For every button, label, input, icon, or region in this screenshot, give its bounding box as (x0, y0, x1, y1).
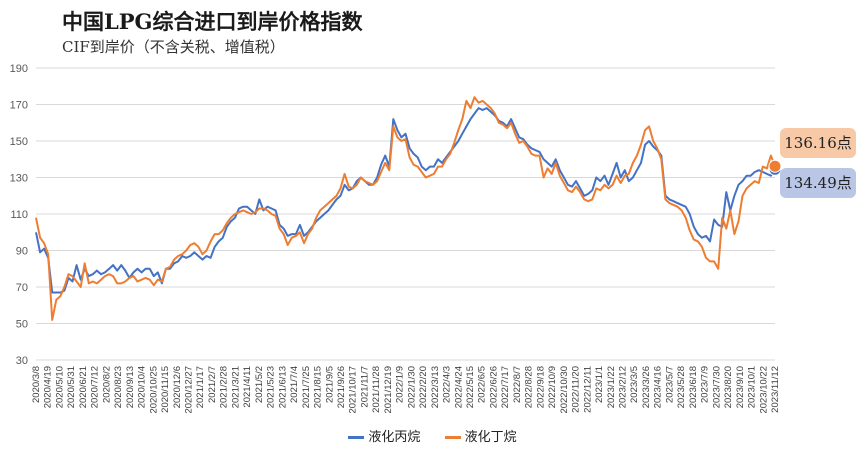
x-tick-label: 2022/11/20 (571, 366, 582, 413)
x-tick-label: 2023/1/1 (594, 366, 605, 403)
x-tick-label: 2022/2/20 (418, 366, 429, 408)
y-tick-label: 50 (16, 319, 28, 331)
y-axis: 30 50 70 90 110 130 150 170 190 (10, 63, 28, 367)
x-tick-label: 2021/3/21 (230, 366, 241, 408)
x-tick-label: 2021/5/23 (266, 366, 277, 408)
x-tick-label: 2020/9/13 (125, 366, 136, 408)
x-tick-label: 2022/7/17 (500, 366, 511, 408)
x-tick-label: 2020/10/4 (137, 366, 148, 408)
x-tick-label: 2022/6/26 (488, 366, 499, 408)
x-tick-label: 2023/7/9 (700, 366, 711, 403)
x-tick-label: 2023/10/1 (747, 366, 758, 408)
x-axis: 2020/3/8 2020/4/19 2020/5/10 2020/5/31 2020/… (31, 366, 781, 414)
x-tick-label: 2021/12/19 (383, 366, 394, 414)
x-tick-label: 2023/10/22 (758, 366, 769, 414)
series-endpoints (768, 159, 782, 176)
x-tick-label: 2022/1/9 (395, 366, 406, 403)
x-tick-label: 2022/8/28 (524, 366, 535, 408)
x-tick-label: 2021/8/15 (313, 366, 324, 408)
x-tick-label: 2020/7/12 (90, 366, 101, 408)
x-tick-label: 2023/4/16 (653, 366, 664, 408)
x-tick-label: 2022/3/13 (430, 366, 441, 408)
x-tick-label: 2023/8/20 (723, 366, 734, 408)
x-tick-label: 2023/7/30 (711, 366, 722, 408)
x-tick-label: 2020/8/2 (101, 366, 112, 403)
y-tick-label: 170 (10, 100, 28, 112)
x-tick-label: 2023/11/12 (770, 366, 781, 413)
legend: 液化丙烷 液化丁烷 (0, 426, 865, 445)
x-tick-label: 2022/1/30 (406, 366, 417, 408)
x-tick-label: 2022/12/11 (582, 366, 593, 413)
x-tick-label: 2021/11/7 (359, 366, 370, 408)
propane-swatch-icon (348, 436, 365, 439)
x-tick-label: 2020/6/21 (78, 366, 89, 408)
y-tick-label: 110 (10, 209, 28, 221)
y-tick-label: 90 (16, 246, 28, 258)
x-tick-label: 2023/5/28 (676, 366, 687, 408)
legend-label-butane: 液化丁烷 (464, 430, 517, 445)
legend-item-butane[interactable]: 液化丁烷 (444, 426, 517, 445)
x-tick-label: 2023/3/26 (641, 366, 652, 408)
x-tick-label: 2021/5/2 (254, 366, 265, 403)
x-tick-label: 2020/12/6 (172, 366, 183, 408)
x-tick-label: 2021/9/26 (336, 366, 347, 408)
y-tick-label: 130 (10, 173, 28, 185)
x-tick-label: 2023/9/10 (735, 366, 746, 408)
x-tick-label: 2020/10/25 (148, 366, 159, 414)
x-tick-label: 2021/4/11 (242, 366, 253, 408)
x-tick-label: 2020/3/8 (31, 366, 42, 403)
legend-label-propane: 液化丙烷 (368, 430, 421, 445)
x-tick-label: 2021/11/28 (371, 366, 382, 413)
x-tick-label: 2021/9/5 (324, 366, 335, 403)
series-lines (35, 96, 776, 321)
x-tick-label: 2020/5/31 (66, 366, 77, 408)
x-tick-label: 2022/10/9 (547, 366, 558, 408)
chart-title: 中国LPG综合进口到岸价格指数 (62, 9, 363, 34)
y-tick-label: 70 (16, 282, 28, 294)
legend-item-propane[interactable]: 液化丙烷 (348, 426, 420, 445)
x-tick-label: 2022/4/24 (453, 366, 464, 408)
x-tick-label: 2023/2/12 (618, 366, 629, 408)
butane-swatch-icon (444, 436, 461, 439)
x-tick-label: 2020/12/27 (183, 366, 194, 414)
gridlines (36, 67, 775, 361)
x-tick-label: 2020/11/15 (160, 366, 171, 413)
x-tick-label: 2023/1/22 (606, 366, 617, 408)
x-tick-label: 2021/10/17 (348, 366, 359, 414)
x-tick-label: 2021/2/28 (219, 366, 230, 408)
x-tick-label: 2021/7/4 (289, 366, 300, 403)
x-tick-label: 2020/4/19 (43, 366, 54, 408)
propane-value-badge: 134.49点 (780, 168, 856, 198)
x-tick-label: 2023/5/7 (664, 366, 675, 403)
series-line-butane (35, 96, 776, 321)
x-tick-label: 2022/5/15 (465, 366, 476, 408)
butane-value-badge: 136.16点 (780, 128, 856, 158)
x-tick-label: 2022/9/18 (535, 366, 546, 408)
x-tick-label: 2023/3/5 (629, 366, 640, 403)
x-tick-label: 2021/2/7 (207, 366, 218, 403)
x-tick-label: 2022/10/30 (559, 366, 570, 414)
chart-subtitle: CIF到岸价（不含关税、增值税） (62, 38, 285, 56)
x-tick-label: 2021/1/17 (195, 366, 206, 408)
x-tick-label: 2020/8/23 (113, 366, 124, 408)
y-tick-label: 30 (16, 355, 28, 367)
x-tick-label: 2020/5/10 (54, 366, 65, 408)
y-tick-label: 190 (10, 63, 28, 75)
end-marker-butane (768, 159, 782, 173)
x-tick-label: 2023/6/18 (688, 366, 699, 408)
x-tick-label: 2022/6/5 (477, 366, 488, 403)
x-tick-label: 2022/8/7 (512, 366, 523, 403)
x-tick-label: 2022/4/3 (442, 366, 453, 403)
y-tick-label: 150 (10, 136, 28, 148)
x-tick-label: 2021/7/25 (301, 366, 312, 408)
series-line-propane (35, 107, 776, 294)
x-tick-label: 2021/6/13 (277, 366, 288, 408)
